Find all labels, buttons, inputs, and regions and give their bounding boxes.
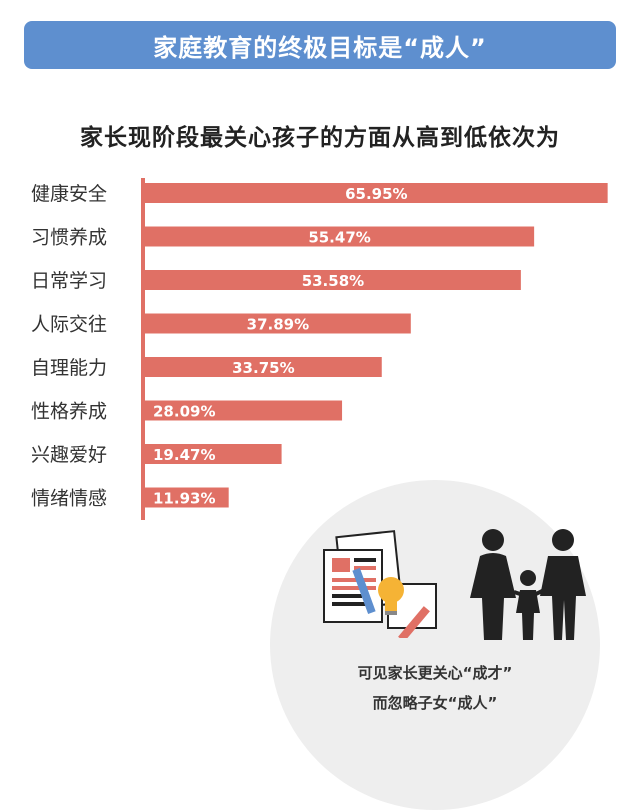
bar-value-label: 19.47% bbox=[153, 446, 215, 464]
bar bbox=[145, 270, 521, 290]
category-label: 健康安全 bbox=[31, 183, 107, 205]
bar bbox=[145, 357, 382, 377]
y-axis-line bbox=[141, 178, 145, 520]
conclusion-circle bbox=[270, 480, 600, 810]
caption-line-1: 可见家长更关心“成才” bbox=[357, 664, 513, 682]
bar bbox=[145, 313, 411, 334]
page-title: 家庭教育的终极目标是“成人” bbox=[153, 33, 487, 62]
chart-subtitle: 家长现阶段最关心孩子的方面从高到低依次为 bbox=[80, 125, 560, 151]
bar-value-label: 33.75% bbox=[232, 359, 294, 377]
family-icon bbox=[470, 529, 586, 640]
bar bbox=[145, 183, 608, 203]
bar-value-label: 37.89% bbox=[247, 316, 309, 334]
bar-value-label: 28.09% bbox=[153, 403, 215, 421]
category-label: 日常学习 bbox=[31, 270, 107, 292]
title-banner: 家庭教育的终极目标是“成人” bbox=[24, 21, 616, 69]
bar bbox=[145, 400, 343, 421]
category-label: 情绪情感 bbox=[31, 488, 107, 510]
bar-value-label: 55.47% bbox=[308, 229, 370, 247]
category-label: 习惯养成 bbox=[31, 227, 107, 249]
bar-value-label: 65.95% bbox=[345, 185, 407, 203]
lightbulb-icon bbox=[378, 577, 404, 615]
bar-chart: 健康安全 65.95% 习惯养成 55.47% 日常学习 53.58% 人际交往 37.89%… bbox=[31, 178, 608, 520]
category-label: 兴趣爱好 bbox=[31, 444, 107, 466]
bar bbox=[145, 487, 229, 508]
category-label: 性格养成 bbox=[31, 401, 107, 423]
caption-line-2: 而忽略子女“成人” bbox=[372, 694, 498, 712]
bar bbox=[145, 226, 535, 247]
bar-value-label: 11.93% bbox=[153, 490, 215, 508]
bar-value-label: 53.58% bbox=[302, 272, 364, 290]
bar bbox=[145, 444, 282, 464]
category-label: 人际交往 bbox=[31, 314, 107, 336]
category-label: 自理能力 bbox=[31, 357, 107, 379]
